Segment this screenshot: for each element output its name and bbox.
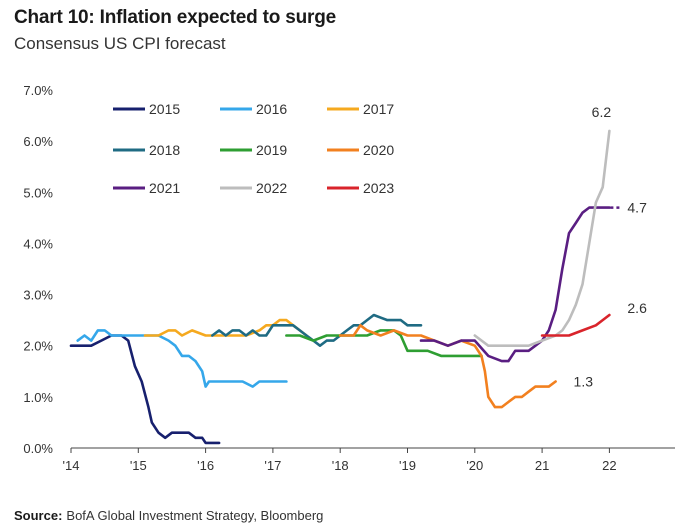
y-tick-label: 5.0%	[23, 185, 53, 200]
series-lines	[69, 129, 611, 445]
y-tick-label: 3.0%	[23, 288, 53, 303]
x-tick-label: '17	[264, 458, 281, 473]
y-axis-labels: 0.0% 1.0% 2.0% 3.0% 4.0% 5.0% 6.0% 7.0%	[23, 83, 53, 456]
y-tick-label: 7.0%	[23, 83, 53, 98]
annotation-label-2020: 1.3	[574, 374, 594, 390]
legend-label-2020: 2020	[363, 142, 394, 158]
source-text: BofA Global Investment Strategy, Bloombe…	[66, 508, 324, 523]
x-tick-label: 21	[535, 458, 549, 473]
x-tick-label: '20	[466, 458, 483, 473]
legend-label-2021: 2021	[149, 180, 180, 196]
legend: 2015 2016 2017 2018 2019 2020 2021 2022 2023	[113, 101, 394, 196]
y-tick-label: 4.0%	[23, 236, 53, 251]
annotations: 6.2 4.7 2.6 1.3	[574, 104, 648, 390]
x-tick-label: '16	[197, 458, 214, 473]
y-tick-label: 2.0%	[23, 339, 53, 354]
series-line-2017	[143, 318, 308, 337]
chart-title: Chart 10: Inflation expected to surge	[14, 7, 336, 28]
x-axis: '14 '15 '16 '17 '18 '19 '20 21 22	[63, 447, 675, 473]
legend-label-2022: 2022	[256, 180, 287, 196]
source-label: Source:	[14, 508, 63, 523]
x-tick-label: '19	[399, 458, 416, 473]
legend-label-2015: 2015	[149, 101, 180, 117]
annotation-label-2023: 2.6	[627, 300, 647, 316]
chart-subtitle: Consensus US CPI forecast	[14, 34, 226, 53]
series-line-2016	[76, 329, 288, 388]
legend-label-2018: 2018	[149, 142, 180, 158]
legend-label-2023: 2023	[363, 180, 394, 196]
x-tick-label: '18	[332, 458, 349, 473]
y-tick-label: 1.0%	[23, 390, 53, 405]
series-line-2022	[473, 129, 611, 348]
series-line-2015	[69, 334, 221, 445]
series-line-2020	[338, 323, 557, 409]
source-note: Source: BofA Global Investment Strategy, …	[14, 508, 323, 523]
annotation-label-2021: 4.7	[627, 200, 647, 216]
x-tick-label: '14	[63, 458, 80, 473]
legend-label-2019: 2019	[256, 142, 287, 158]
y-tick-label: 0.0%	[23, 441, 53, 456]
y-tick-label: 6.0%	[23, 134, 53, 149]
x-tick-label: '15	[130, 458, 147, 473]
x-tick-label: 22	[602, 458, 616, 473]
series-line-2023	[540, 313, 611, 337]
legend-label-2017: 2017	[363, 101, 394, 117]
annotation-label-2022: 6.2	[592, 104, 612, 120]
line-chart: 0.0%1.0%2.0%3.0%4.0%5.0%6.0%7.0% '14'15 '…	[23, 83, 675, 473]
legend-label-2016: 2016	[256, 101, 287, 117]
